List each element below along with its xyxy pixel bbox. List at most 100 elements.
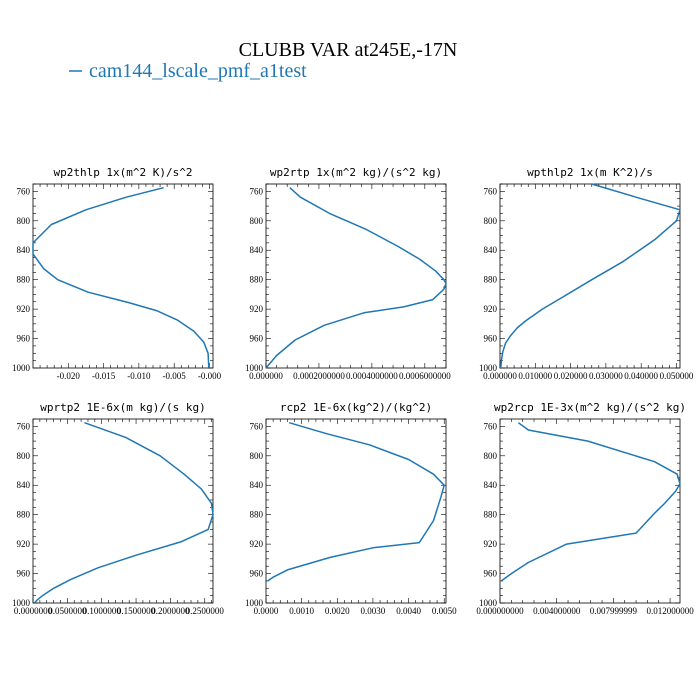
y-tick-label: 760 — [250, 186, 264, 196]
x-tick-label: 0.0004000000 — [346, 371, 398, 381]
y-tick-label: 960 — [17, 334, 31, 344]
y-tick-label: 880 — [484, 510, 498, 520]
y-tick-label: 1000 — [479, 363, 498, 373]
x-tick-label: 0.0010 — [289, 606, 314, 616]
y-tick-label: 960 — [484, 334, 498, 344]
x-tick-label: 0.030000 — [589, 371, 623, 381]
y-tick-label: 960 — [250, 569, 264, 579]
y-tick-label: 840 — [17, 480, 31, 490]
y-tick-label: 760 — [250, 421, 264, 431]
y-tick-label: 920 — [17, 304, 31, 314]
y-tick-label: 760 — [17, 421, 31, 431]
y-tick-label: 960 — [17, 569, 31, 579]
axes-frame — [32, 183, 214, 369]
figure-title: CLUBB VAR at245E,-17N — [239, 39, 458, 61]
y-tick-label: 800 — [250, 451, 264, 461]
x-tick-label: -0.020 — [57, 371, 81, 381]
chart-panel-6: wp2rcp 1E-3x(m^2 kg)/(s^2 kg) 760 800 840 88… — [476, 401, 694, 616]
x-tick-label: 0.0000000 — [14, 606, 53, 616]
y-tick-label: 1000 — [12, 363, 31, 373]
panel-title: wp2thlp 1x(m^2 K)/s^2 — [53, 166, 192, 179]
y-tick-label: 920 — [484, 539, 498, 549]
series-line — [267, 421, 445, 582]
chart-panel-1: wp2thlp 1x(m^2 K)/s^2 760 800 840 880 920 960 1… — [12, 166, 222, 381]
x-tick-label: 0.007999999 — [590, 606, 638, 616]
y-tick-label: 1000 — [245, 363, 264, 373]
x-tick-label: 0.004000000 — [533, 606, 581, 616]
x-tick-label: 0.0006000000 — [399, 371, 451, 381]
series-line — [265, 187, 447, 369]
x-tick-label: -0.015 — [92, 371, 116, 381]
x-tick-label: 0.0002000000 — [293, 371, 345, 381]
series-line — [500, 422, 681, 582]
axes-frame — [499, 183, 681, 369]
y-tick-label: 960 — [484, 569, 498, 579]
axes-frame — [32, 418, 214, 604]
legend-label: cam144_lscale_pmf_a1test — [89, 60, 307, 82]
y-tick-label: 920 — [250, 304, 264, 314]
y-tick-label: 880 — [17, 510, 31, 520]
y-tick-label: 840 — [17, 245, 31, 255]
y-tick-label: 800 — [17, 451, 31, 461]
x-tick-label: 0.0040 — [396, 606, 421, 616]
panel-title: rcp2 1E-6x(kg^2)/(kg^2) — [280, 401, 432, 414]
x-tick-label: 0.1500000 — [117, 606, 156, 616]
x-tick-label: 0.010000 — [518, 371, 552, 381]
y-tick-label: 840 — [250, 245, 264, 255]
x-tick-label: 0.040000 — [624, 371, 658, 381]
y-tick-label: 1000 — [12, 598, 31, 608]
y-tick-label: 920 — [484, 304, 498, 314]
series-line — [32, 186, 210, 369]
y-tick-label: 1000 — [479, 598, 498, 608]
y-tick-label: 880 — [250, 510, 264, 520]
y-tick-label: 800 — [484, 216, 498, 226]
x-tick-label: 0.1000000 — [83, 606, 122, 616]
x-tick-label: 0.012000000 — [646, 606, 694, 616]
y-tick-label: 800 — [250, 216, 264, 226]
x-tick-label: 0.000000 — [483, 371, 517, 381]
panel-title: wpthlp2 1x(m K^2)/s — [527, 166, 653, 179]
y-tick-label: 800 — [17, 216, 31, 226]
x-tick-label: -0.010 — [127, 371, 151, 381]
axes-frame — [265, 418, 447, 604]
panel-title: wp2rtp 1x(m^2 kg)/(s^2 kg) — [270, 166, 442, 179]
chart-panel-5: rcp2 1E-6x(kg^2)/(kg^2) 760 800 840 880 920 96… — [245, 401, 457, 616]
series-line — [33, 421, 214, 604]
x-tick-label: 0.0500000 — [48, 606, 87, 616]
x-tick-label: -0.005 — [163, 371, 187, 381]
x-tick-label: 0.050000 — [660, 371, 694, 381]
y-tick-label: 880 — [17, 275, 31, 285]
panel-title: wp2rcp 1E-3x(m^2 kg)/(s^2 kg) — [494, 401, 686, 414]
x-tick-label: 0.0000 — [254, 606, 279, 616]
y-tick-label: 880 — [250, 275, 264, 285]
y-tick-label: 880 — [484, 275, 498, 285]
panels: wp2thlp 1x(m^2 K)/s^2 760 800 840 880 920 960 1… — [12, 166, 694, 616]
x-tick-label: -0.000 — [198, 371, 222, 381]
y-tick-label: 920 — [250, 539, 264, 549]
y-tick-label: 960 — [250, 334, 264, 344]
y-tick-label: 1000 — [245, 598, 264, 608]
x-tick-label: 0.000000000 — [476, 606, 524, 616]
x-tick-label: 0.0030 — [361, 606, 386, 616]
chart-panel-3: wpthlp2 1x(m K^2)/s 760 800 840 880 920 960 100… — [479, 166, 694, 381]
legend: cam144_lscale_pmf_a1test — [69, 60, 307, 82]
series-line — [499, 183, 681, 369]
x-tick-label: 0.2000000 — [151, 606, 190, 616]
y-tick-label: 920 — [17, 539, 31, 549]
y-tick-label: 840 — [484, 245, 498, 255]
y-tick-label: 760 — [484, 186, 498, 196]
chart-panel-4: wprtp2 1E-6x(m kg)/(s kg) 760 800 840 880 920… — [12, 401, 224, 616]
panel-title: wprtp2 1E-6x(m kg)/(s kg) — [40, 401, 206, 414]
y-tick-label: 760 — [17, 186, 31, 196]
x-tick-label: 0.0020 — [325, 606, 350, 616]
x-tick-label: 0.000000 — [249, 371, 283, 381]
x-tick-label: 0.020000 — [554, 371, 588, 381]
y-tick-label: 760 — [484, 421, 498, 431]
chart-panel-2: wp2rtp 1x(m^2 kg)/(s^2 kg) 760 800 840 880 92… — [245, 166, 451, 381]
y-tick-label: 840 — [484, 480, 498, 490]
y-tick-label: 840 — [250, 480, 264, 490]
x-tick-label: 0.0050 — [432, 606, 457, 616]
axes-frame — [265, 183, 447, 369]
y-tick-label: 800 — [484, 451, 498, 461]
